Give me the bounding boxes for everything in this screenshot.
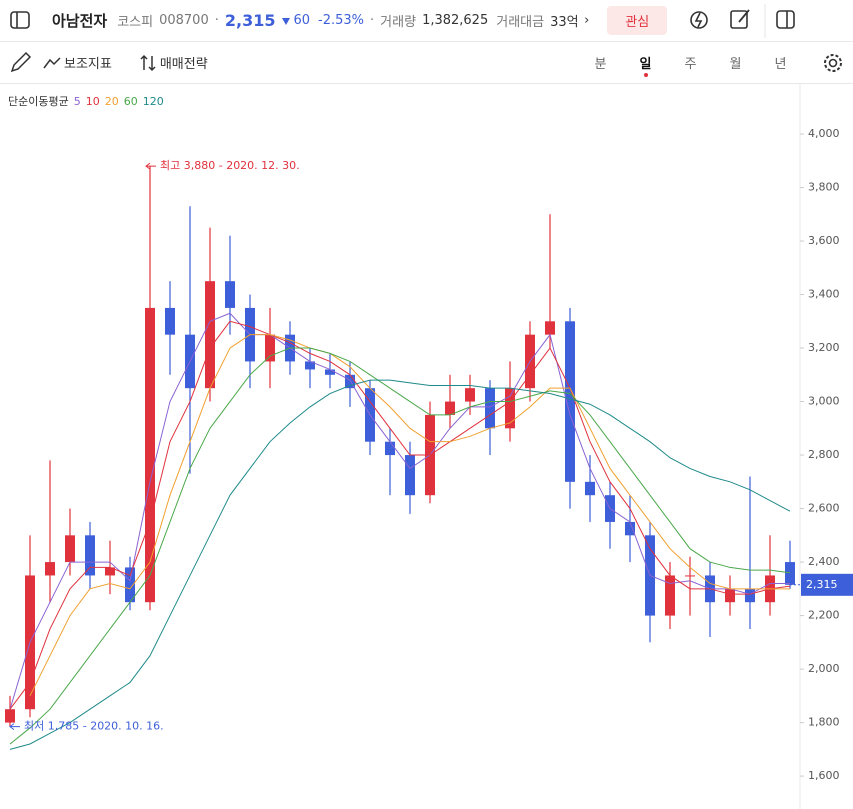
y-tick-label: 2,200 (808, 609, 840, 622)
ma-line (9, 379, 791, 750)
amount-label: 거래대금 (496, 15, 545, 30)
candle-body (85, 535, 95, 576)
y-tick-label: 3,600 (808, 234, 840, 247)
draw-tool[interactable] (0, 42, 40, 84)
candle-body (385, 441, 395, 456)
volume-label: 거래량 (380, 15, 417, 30)
y-tick-label: 2,400 (808, 555, 840, 568)
code: 008700 (159, 13, 209, 28)
candle-body (685, 575, 695, 577)
price-tag-label: 2,315 (806, 578, 838, 591)
period-tab[interactable]: 년 (774, 57, 787, 72)
y-tick-label: 1,600 (808, 769, 840, 782)
candle-body (165, 307, 175, 335)
legend-item: 120 (143, 95, 164, 108)
scroll-right[interactable]: › (584, 13, 590, 28)
strategy-icon (140, 54, 156, 71)
settings[interactable] (813, 42, 853, 84)
candle-body (785, 562, 795, 585)
strategy[interactable]: 매매전략 (159, 57, 208, 72)
price: 2,315 (224, 11, 276, 30)
candle-body (665, 575, 675, 616)
candle-body (145, 307, 155, 603)
ma-line (29, 334, 790, 697)
candle-body (125, 567, 135, 603)
candle-body (225, 281, 235, 308)
annotation-arrow (9, 723, 20, 731)
y-tick-label: 3,400 (808, 288, 840, 301)
candle-body (205, 281, 215, 389)
stock-name: 아남전자 (52, 12, 108, 30)
candle-body (345, 374, 355, 389)
period-tab[interactable]: 월 (729, 57, 742, 72)
y-tick-label: 3,800 (808, 181, 840, 194)
chart: 단순이동평균 5 10 20 60 120 1,600 1,800 2,000 2,200 2,4… (5, 84, 853, 809)
candle-body (45, 562, 55, 576)
legend-item: 60 (124, 95, 138, 108)
candle-body (505, 388, 515, 429)
down-arrow (282, 17, 291, 25)
active-dot (644, 73, 648, 77)
price-tag (801, 573, 853, 596)
annotation: 최저 1,785 - 2020. 10. 16. (24, 720, 164, 733)
candle-body (725, 588, 735, 603)
ma-line (9, 312, 790, 710)
annotation: 최고 3,880 - 2020. 12. 30. (160, 159, 300, 172)
candle-body (445, 401, 455, 415)
y-tick-label: 4,000 (808, 127, 840, 140)
sidebar-toggle[interactable] (0, 0, 40, 42)
candle-body (305, 361, 315, 370)
y-tick-label: 2,800 (808, 448, 840, 461)
indicator-icon (43, 56, 61, 68)
legend-title: 단순이동평균 (8, 95, 69, 108)
candle-body (465, 388, 475, 402)
y-tick-label: 3,200 (808, 341, 840, 354)
candle-body (65, 535, 75, 563)
candle-body (105, 567, 115, 576)
period-tab[interactable]: 주 (684, 57, 697, 72)
separator: · (370, 13, 375, 28)
legend-item: 10 (86, 95, 100, 108)
candle-body (545, 321, 555, 335)
amount: 33억 3,13 (550, 15, 579, 30)
ma-line (9, 347, 791, 745)
y-tick-label: 3,000 (808, 395, 840, 408)
candle-body (325, 369, 335, 375)
candle-body (405, 455, 415, 496)
y-tick-label: 2,600 (808, 502, 840, 515)
candle-body (5, 709, 15, 723)
annotation-arrow (145, 162, 156, 170)
y-tick-label: 2,000 (808, 662, 840, 675)
header: 아남전자 코스피 008700 · 2,315 60 -2.53% · 거래량 … (0, 0, 853, 42)
candle-body (565, 321, 575, 482)
candle-body (485, 388, 495, 429)
candle-body (625, 521, 635, 536)
ma-line (9, 320, 791, 710)
candle-body (265, 334, 275, 362)
change-rate: -2.53% (318, 13, 365, 28)
toolbar: 보조지표 매매전략 분 일 주 월 년 (0, 42, 853, 84)
watch-button[interactable]: 관심 (607, 6, 668, 35)
period-tab[interactable]: 일 (623, 53, 668, 77)
candle-body (745, 588, 755, 603)
legend-item: 20 (105, 95, 119, 108)
header-icons[interactable] (687, 0, 797, 42)
period-tab[interactable]: 분 (594, 57, 607, 72)
legend-item: 5 (74, 95, 81, 108)
y-tick-label: 1,800 (808, 716, 840, 729)
market: 코스피 (117, 15, 154, 30)
change: 60 (293, 13, 311, 28)
separator: · (214, 13, 219, 28)
candle-body (585, 481, 595, 496)
indicators[interactable]: 보조지표 (64, 57, 112, 72)
volume: 1,382,625 (422, 13, 489, 28)
